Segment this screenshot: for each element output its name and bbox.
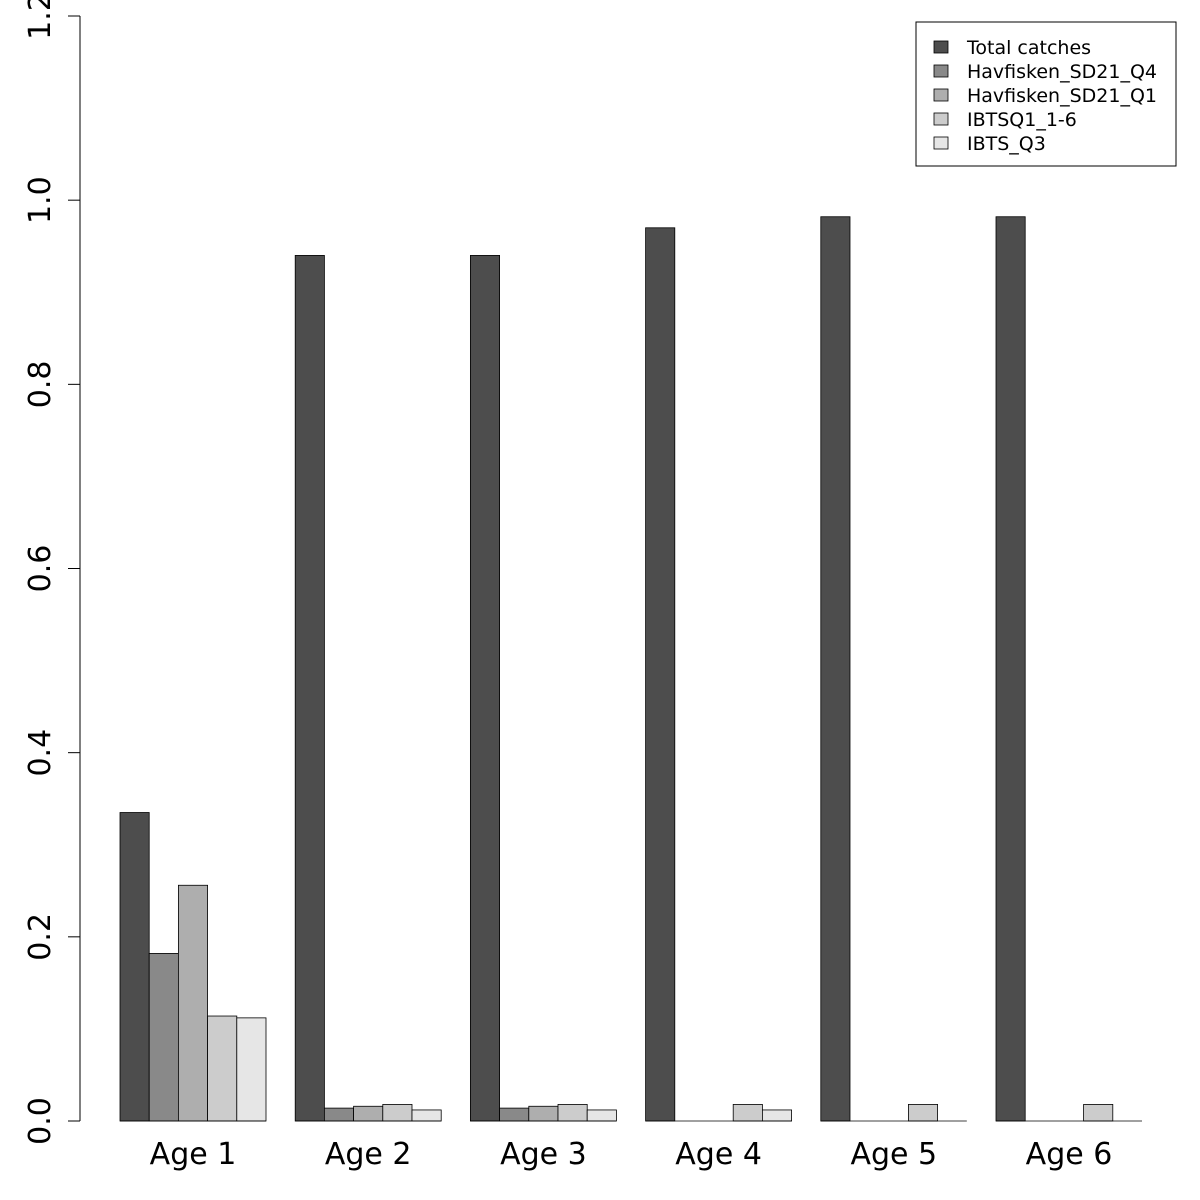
bar [119,812,150,1122]
legend-swatch [933,64,949,78]
x-tick-label: Age 2 [325,1137,412,1172]
y-tick-label: 0.2 [23,913,58,961]
bar [382,1104,413,1122]
legend-swatch [933,88,949,102]
bar [469,255,500,1122]
legend-label: Havfisken_SD21_Q1 [967,85,1157,107]
bar [528,1105,559,1122]
bar [762,1109,793,1122]
bar [732,1104,763,1122]
bar [236,1017,267,1122]
bar [995,216,1026,1122]
bar [1083,1104,1114,1122]
legend-swatch [933,136,949,150]
y-tick-label: 1.0 [23,176,58,224]
bar [411,1109,442,1122]
y-tick-label: 0.4 [23,729,58,777]
y-tick-label: 0.8 [23,360,58,408]
x-tick-label: Age 1 [150,1137,237,1172]
legend-label: IBTSQ1_1-6 [967,109,1077,131]
legend-swatch [933,40,949,54]
x-tick-label: Age 4 [675,1137,762,1172]
x-tick-label: Age 5 [850,1137,937,1172]
bar [323,1107,354,1122]
bar [586,1109,617,1122]
bar [645,227,676,1122]
legend-box [915,21,1177,167]
bar [499,1107,530,1122]
x-tick-label: Age 3 [500,1137,587,1172]
legend: Total catchesHavfisken_SD21_Q4Havfisken_… [915,21,1177,167]
bar [207,1015,238,1122]
legend-label: IBTS_Q3 [967,133,1046,155]
bar [557,1104,588,1122]
y-axis: 0.0 0.2 0.4 0.6 0.8 1.0 1.2 [23,0,81,1145]
legend-label: Total catches [966,37,1091,59]
bar [294,255,325,1122]
x-axis-labels: Age 1 Age 2 Age 3 Age 4 Age 5 Age 6 [150,1137,1113,1172]
bars [119,216,1114,1122]
bar [353,1105,384,1122]
y-tick-label: 0.6 [23,545,58,593]
y-tick-label: 1.2 [23,0,58,40]
bar [908,1104,939,1122]
x-tick-label: Age 6 [1026,1137,1113,1172]
bar [148,953,179,1122]
bar [820,216,851,1122]
legend-swatch [933,112,949,126]
y-tick-label: 0.0 [23,1097,58,1145]
legend-label: Havfisken_SD21_Q4 [967,61,1157,83]
bar [177,884,208,1122]
